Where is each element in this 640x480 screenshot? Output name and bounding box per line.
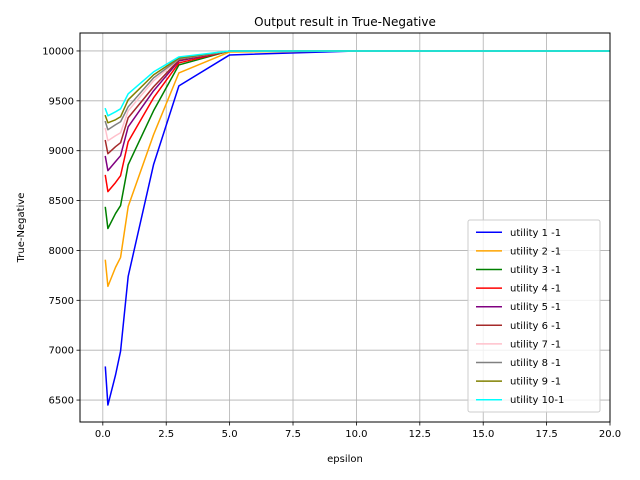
x-tick-label: 7.5 [285, 429, 301, 440]
x-axis: 0.0 2.5 5.0 7.5 10.0 12.5 15.0 17.5 20.0 [95, 422, 621, 440]
x-tick-label: 2.5 [158, 429, 174, 440]
x-tick-label: 17.5 [535, 429, 557, 440]
legend-label: utility 10-1 [510, 395, 564, 406]
series-line-utility-1 [104, 50, 610, 406]
x-tick-label: 15.0 [472, 429, 494, 440]
y-tick-label: 10000 [42, 46, 74, 57]
y-tick-label: 7500 [49, 296, 74, 307]
x-axis-label: epsilon [327, 454, 363, 465]
y-axis-label: True-Negative [16, 193, 27, 264]
legend-label: utility 8 -1 [510, 358, 561, 369]
series-lines [104, 50, 610, 406]
y-tick-label: 9500 [49, 96, 74, 107]
x-tick-label: 20.0 [599, 429, 621, 440]
series-line-utility-10 [104, 50, 610, 117]
y-tick-label: 7000 [49, 346, 74, 357]
legend-label: utility 6 -1 [510, 321, 561, 332]
y-tick-label: 8000 [49, 246, 74, 257]
legend-label: utility 7 -1 [510, 339, 561, 350]
legend-label: utility 2 -1 [510, 246, 561, 257]
legend-box [467, 219, 601, 413]
plot-frame [79, 32, 611, 423]
legend-label: utility 3 -1 [510, 265, 561, 276]
legend-label: utility 9 -1 [510, 377, 561, 388]
y-tick-label: 9000 [49, 146, 74, 157]
x-tick-label: 0.0 [95, 429, 111, 440]
y-axis: 6500 7000 7500 8000 8500 9000 9500 10000 [42, 46, 80, 407]
y-tick-label: 6500 [49, 396, 74, 407]
legend-label: utility 4 -1 [510, 284, 561, 295]
x-tick-label: 5.0 [222, 429, 238, 440]
x-tick-label: 12.5 [409, 429, 431, 440]
y-tick-label: 8500 [49, 196, 74, 207]
legend-label: utility 5 -1 [510, 302, 561, 313]
chart-title: Output result in True-Negative [254, 15, 436, 29]
legend-label: utility 1 -1 [510, 228, 561, 239]
legend: utility 1 -1 utility 2 -1 utility 3 -1 util… [467, 219, 601, 413]
x-tick-label: 10.0 [345, 429, 367, 440]
